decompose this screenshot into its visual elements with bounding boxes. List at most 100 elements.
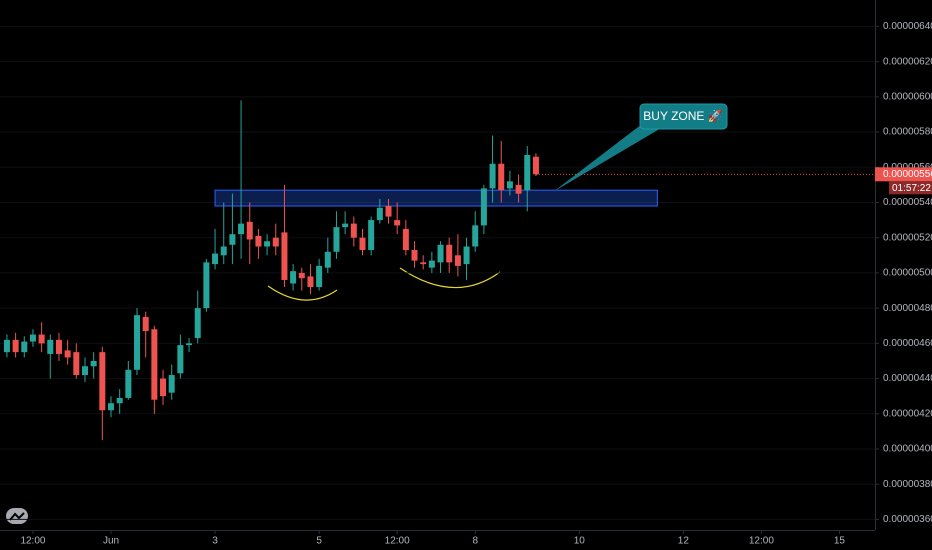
candle-body — [402, 228, 409, 251]
candle-body — [47, 339, 54, 354]
x-tick-label: 15 — [834, 536, 846, 547]
candle-body — [3, 339, 10, 353]
candle-body — [324, 251, 331, 268]
candle-body — [160, 378, 167, 397]
x-tick-label: 12:00 — [385, 536, 410, 547]
candle-body — [142, 316, 149, 332]
y-tick-label: 0.00000500 — [883, 268, 932, 279]
candle-body — [134, 315, 141, 370]
candle-body — [359, 237, 366, 251]
candle-body — [532, 156, 539, 175]
candle-body — [428, 260, 435, 268]
candle-body — [177, 345, 184, 374]
candle-body — [498, 163, 505, 191]
x-tick-label: 12 — [678, 536, 690, 547]
candle-body — [186, 343, 193, 346]
candle-body — [38, 334, 45, 344]
candle-body — [350, 223, 357, 238]
candle-body — [81, 366, 88, 376]
callout-pointer — [553, 118, 668, 192]
x-tick-label: 12:00 — [20, 536, 45, 547]
candle-body — [411, 250, 418, 261]
candle-body — [99, 352, 106, 411]
candle-body — [515, 184, 522, 194]
y-tick-label: 0.00000400 — [883, 444, 932, 455]
candle-body — [220, 246, 227, 256]
candle-body — [203, 262, 210, 309]
candle-body — [368, 220, 375, 251]
y-tick-label: 0.00000380 — [883, 479, 932, 490]
candle-body — [151, 329, 158, 400]
y-tick-label: 0.00000360 — [883, 514, 932, 525]
candle-body — [446, 244, 453, 263]
x-tick-label: 10 — [574, 536, 586, 547]
candle-body — [64, 350, 71, 358]
candle-body — [420, 262, 427, 265]
candle-body — [194, 308, 201, 339]
candle-body — [168, 375, 175, 393]
y-tick-label: 0.00000460 — [883, 338, 932, 349]
candle-body — [333, 227, 340, 252]
candle-body — [298, 272, 305, 279]
candle-body — [489, 163, 496, 189]
candle-body — [125, 369, 132, 398]
y-tick-label: 0.00000540 — [883, 197, 932, 208]
y-tick-label: 0.00000580 — [883, 127, 932, 138]
candle-body — [342, 223, 349, 228]
y-tick-label: 0.00000620 — [883, 56, 932, 67]
candle-body — [290, 271, 297, 284]
y-tick-label: 0.00000640 — [883, 21, 932, 32]
candle-body — [272, 237, 279, 247]
pattern-curve — [267, 285, 338, 301]
buy-zone-callout: BUY ZONE 🚀 — [553, 103, 728, 192]
candle-body — [506, 181, 513, 189]
y-tick-label: 0.00000440 — [883, 373, 932, 384]
candle-body — [385, 206, 392, 217]
candle-body — [480, 188, 487, 226]
x-tick-label: 3 — [212, 536, 218, 547]
candle-body — [255, 235, 262, 247]
candle-body — [307, 276, 314, 288]
candle-body — [73, 352, 80, 376]
candle-body — [316, 265, 323, 288]
y-tick-label: 0.00000520 — [883, 232, 932, 243]
logo — [6, 508, 28, 524]
candle-body — [376, 207, 383, 221]
countdown-box — [889, 181, 932, 195]
candle-body — [463, 246, 470, 265]
candle-body — [90, 360, 97, 367]
candle-body — [281, 232, 288, 280]
candle-body — [108, 403, 115, 411]
y-tick-label: 0.00000480 — [883, 303, 932, 314]
x-tick-label: 5 — [316, 536, 322, 547]
candle-body — [264, 241, 271, 247]
candle-body — [437, 244, 444, 263]
last-price-box — [875, 167, 932, 182]
candle-body — [394, 220, 401, 226]
x-tick-label: 8 — [472, 536, 478, 547]
candle-body — [212, 253, 219, 265]
candle-body — [55, 339, 62, 354]
candle-body — [12, 339, 19, 353]
y-tick-label: 0.00000420 — [883, 408, 932, 419]
candle-body — [21, 341, 28, 353]
buy-zone — [214, 189, 658, 207]
countdown: 01:57:22 — [892, 183, 931, 194]
last-price-label: 0.00000556 — [883, 169, 932, 180]
candle-body — [116, 397, 123, 404]
candle-body — [524, 154, 531, 191]
x-tick-label: Jun — [103, 536, 119, 547]
candle-body — [246, 221, 253, 240]
candle-body — [229, 234, 236, 245]
callout-box — [639, 103, 728, 130]
candle-body — [238, 223, 245, 235]
candle-body — [454, 255, 461, 266]
pattern-curve — [399, 267, 501, 289]
callout-label: BUY ZONE 🚀 — [643, 109, 722, 123]
y-tick-label: 0.00000600 — [883, 91, 932, 102]
x-tick-label: 12:00 — [749, 536, 774, 547]
candle-body — [472, 225, 479, 247]
candle-body — [29, 334, 36, 342]
